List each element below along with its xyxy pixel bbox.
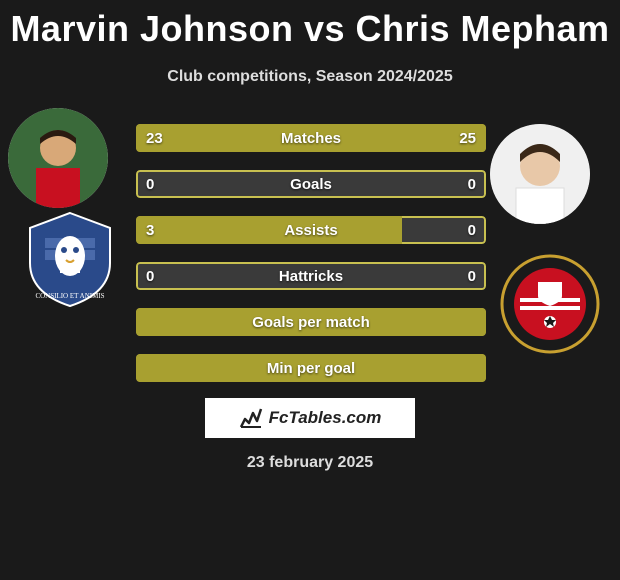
- stat-label: Hattricks: [136, 262, 486, 290]
- stat-value-left: 0: [146, 262, 154, 290]
- stat-row: Goals0 0: [136, 170, 486, 198]
- stat-value-right: 0: [468, 262, 476, 290]
- player2-photo-placeholder: [490, 124, 590, 224]
- stat-label: Matches: [136, 124, 486, 152]
- stat-value-left: 23: [146, 124, 163, 152]
- stat-value-right: 25: [459, 124, 476, 152]
- stat-label: Assists: [136, 216, 486, 244]
- club-crest-icon: CONSILIO ET ANIMIS: [20, 208, 120, 308]
- club-crest-icon: [500, 254, 600, 354]
- player1-photo-placeholder: [8, 108, 108, 208]
- stat-label: Goals: [136, 170, 486, 198]
- stats-comparison: Matches2325Goals00Assists30Hattricks00Go…: [136, 124, 486, 400]
- stat-value-left: 0: [146, 170, 154, 198]
- stat-label: Min per goal: [136, 354, 486, 382]
- player1-club-badge: CONSILIO ET ANIMIS: [20, 208, 120, 308]
- stat-value-right: 0: [468, 216, 476, 244]
- stat-row: Hattricks0 0: [136, 262, 486, 290]
- stat-row: Goals per match: [136, 308, 486, 336]
- page-title: Marvin Johnson vs Chris Mepham: [0, 0, 620, 50]
- svg-text:CONSILIO ET ANIMIS: CONSILIO ET ANIMIS: [35, 292, 104, 300]
- player1-avatar: [8, 108, 108, 208]
- branding-box: FcTables.com: [205, 398, 415, 438]
- subtitle: Club competitions, Season 2024/2025: [0, 68, 620, 86]
- stat-row: Matches23 25: [136, 124, 486, 152]
- stat-row: Assists3 0: [136, 216, 486, 244]
- stat-value-left: 3: [146, 216, 154, 244]
- stat-label: Goals per match: [136, 308, 486, 336]
- branding-text: FcTables.com: [269, 408, 382, 428]
- stat-row: Min per goal: [136, 354, 486, 382]
- stat-value-right: 0: [468, 170, 476, 198]
- fctables-logo-icon: [239, 407, 263, 429]
- player2-club-badge: [500, 254, 600, 354]
- date-text: 23 february 2025: [247, 454, 373, 472]
- player2-avatar: [490, 124, 590, 224]
